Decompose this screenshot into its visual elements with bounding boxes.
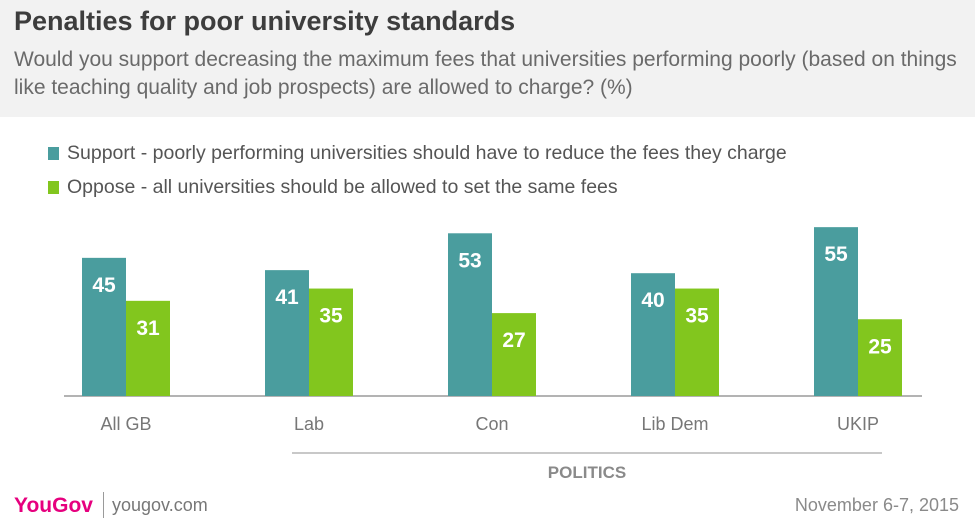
bar-support-lab (265, 270, 309, 396)
chart-title: Penalties for poor university standards (14, 6, 516, 36)
bar-oppose-ukip (858, 319, 902, 396)
category-label-lib-dem: Lib Dem (641, 414, 708, 434)
legend-item-oppose: Oppose - all universities should be allo… (48, 175, 618, 199)
data-label-oppose-con: 27 (502, 329, 525, 352)
bar-support-ukip (814, 227, 858, 396)
category-label-con: Con (475, 414, 508, 434)
bar-oppose-all-gb (126, 300, 170, 396)
category-label-ukip: UKIP (837, 414, 879, 434)
header-panel: Penalties for poor university standards … (0, 0, 975, 117)
data-label-support-con: 53 (458, 249, 481, 272)
legend-swatch-support (48, 146, 59, 160)
bar-support-all-gb (82, 257, 126, 396)
category-label-all-gb: All GB (100, 414, 151, 434)
data-label-support-lib-dem: 40 (641, 289, 664, 312)
data-label-oppose-ukip: 25 (868, 335, 892, 358)
bar-oppose-con (492, 313, 536, 396)
data-label-oppose-all-gb: 31 (136, 317, 160, 340)
bar-support-con (448, 233, 492, 396)
data-label-support-lab: 41 (275, 286, 299, 309)
legend-label-oppose: Oppose - all universities should be allo… (67, 175, 618, 198)
footer-site[interactable]: yougov.com (112, 495, 208, 515)
bar-support-lib-dem (631, 273, 675, 396)
data-label-support-ukip: 55 (824, 243, 848, 266)
data-label-support-all-gb: 45 (92, 274, 116, 297)
chart-subtitle: Would you support decreasing the maximum… (14, 48, 957, 99)
data-label-oppose-lab: 35 (319, 305, 343, 328)
category-label-lab: Lab (294, 414, 324, 434)
legend-item-support: Support - poorly performing universities… (48, 141, 787, 165)
bar-oppose-lib-dem (675, 288, 719, 396)
footer-date: November 6-7, 2015 (794, 495, 959, 515)
legend-label-support: Support - poorly performing universities… (67, 141, 787, 164)
group-label-politics: POLITICS (547, 463, 627, 482)
legend-swatch-oppose (48, 180, 59, 194)
data-label-oppose-lib-dem: 35 (685, 305, 709, 328)
bar-oppose-lab (309, 288, 353, 396)
yougov-logo: YouGov (14, 494, 93, 517)
footer-divider (103, 492, 104, 518)
